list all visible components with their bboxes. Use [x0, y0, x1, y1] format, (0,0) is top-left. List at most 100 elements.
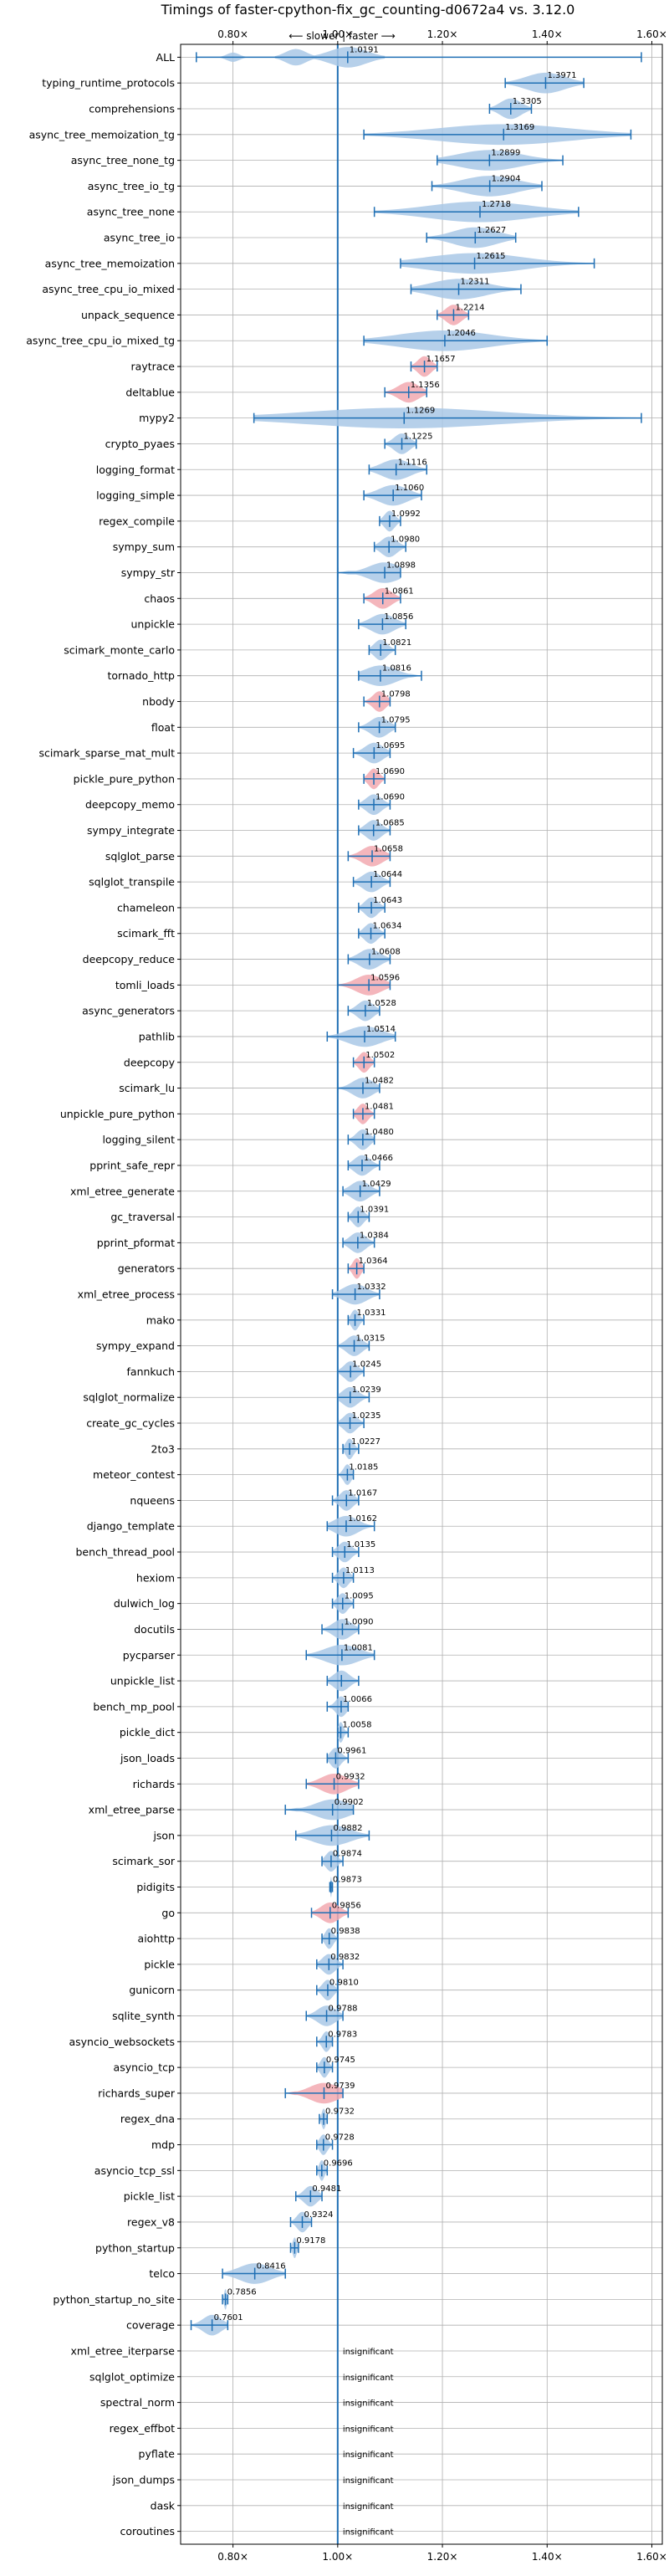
x-tick-label-bottom: 1.20×	[427, 2551, 458, 2563]
value-label-dulwich-log: 1.0095	[345, 1592, 374, 1601]
value-label-regex-compile: 1.0992	[391, 510, 421, 519]
value-label-comprehensions: 1.3305	[513, 97, 542, 106]
benchmark-label-deepcopy-memo: deepcopy_memo	[85, 798, 175, 811]
benchmark-label-sympy-sum: sympy_sum	[113, 540, 175, 553]
benchmark-label-regex-dna: regex_dna	[120, 2113, 175, 2125]
value-label-typing-runtime-protocols: 1.3971	[547, 71, 576, 80]
benchmark-label-scimark-sor: scimark_sor	[112, 1855, 175, 1867]
benchmark-label-raytrace: raytrace	[131, 361, 176, 373]
value-label-async-tree-none-tg: 1.2899	[491, 149, 520, 158]
benchmark-label-gc-traversal: gc_traversal	[110, 1211, 175, 1223]
value-label-asyncio-tcp-ssl: 0.9696	[324, 2159, 353, 2168]
value-label-hexiom: 1.0113	[345, 1566, 375, 1575]
benchmark-label-deepcopy: deepcopy	[124, 1056, 176, 1068]
benchmark-label-typing-runtime-protocols: typing_runtime_protocols	[42, 77, 175, 90]
benchmark-label-async-tree-io-tg: async_tree_io_tg	[88, 180, 175, 192]
value-label-python-startup: 0.9178	[296, 2236, 325, 2246]
value-label-all: 1.0191	[350, 45, 379, 54]
value-label-scimark-monte-carlo: 1.0821	[382, 638, 411, 648]
benchmark-label-sqlglot-parse: sqlglot_parse	[105, 850, 175, 863]
value-label-mako: 1.0331	[357, 1308, 386, 1318]
benchmark-label-pickle: pickle	[144, 1958, 175, 1970]
benchmark-label-unpickle: unpickle	[130, 618, 175, 631]
insignificant-label-json-dumps: insignificant	[343, 2476, 394, 2486]
x-tick-label-top: 1.60×	[636, 28, 667, 40]
benchmark-label-async-tree-memoization: async_tree_memoization	[45, 257, 175, 269]
benchmark-label-go: go	[161, 1907, 175, 1919]
insignificant-label-pyflate: insignificant	[343, 2451, 394, 2460]
value-label-regex-dna: 0.9732	[325, 2107, 355, 2117]
value-label-pickle: 0.9832	[330, 1953, 360, 1962]
value-label-nbody: 1.0798	[381, 690, 411, 699]
insignificant-label-dask: insignificant	[343, 2502, 394, 2512]
benchmark-label-sqlite-synth: sqlite_synth	[112, 2010, 175, 2022]
value-label-sqlglot-parse: 1.0658	[374, 844, 403, 853]
axis-layer: 0.80× 0.80× 1.00× 1.00× 1.20× 1.20× 1.40× 1.40×…	[26, 28, 667, 2563]
benchmark-label-crypto-pyaes: crypto_pyaes	[105, 438, 175, 450]
grid-layer	[181, 44, 662, 2544]
value-label-2to3: 1.0227	[351, 1437, 380, 1447]
x-tick-label-bottom: 1.00×	[322, 2551, 353, 2563]
value-label-deltablue: 1.1356	[411, 381, 440, 390]
insignificant-label-sqlglot-optimize: insignificant	[343, 2374, 394, 2383]
benchmark-label-sympy-str: sympy_str	[121, 566, 176, 579]
value-label-pidigits: 0.9873	[333, 1875, 362, 1884]
benchmark-label-scimark-fft: scimark_fft	[117, 927, 175, 940]
value-label-scimark-sparse-mat-mult: 1.0695	[375, 741, 405, 750]
benchmark-label-chameleon: chameleon	[117, 901, 175, 914]
benchmark-label-pprint-pformat: pprint_pformat	[97, 1237, 175, 1249]
benchmark-label-coroutines: coroutines	[120, 2525, 175, 2538]
x-tick-label-bottom: 0.80×	[217, 2551, 248, 2563]
benchmark-label-fannkuch: fannkuch	[127, 1365, 175, 1378]
value-label-go: 0.9856	[332, 1901, 361, 1910]
plot-frame	[180, 44, 663, 2545]
value-label-asyncio-tcp: 0.9745	[326, 2056, 355, 2065]
benchmark-label-spectral-norm: spectral_norm	[100, 2396, 175, 2409]
benchmark-label-sqlglot-transpile: sqlglot_transpile	[89, 876, 175, 889]
benchmark-label-nqueens: nqueens	[130, 1494, 175, 1507]
benchmark-label-tornado-http: tornado_http	[107, 669, 175, 682]
label-layer: 1.0191 1.3971 1.3305 1.3169 1.2899 1.2904 1.27…	[214, 45, 577, 2537]
benchmark-label-async-tree-cpu-io-mixed-tg: async_tree_cpu_io_mixed_tg	[26, 335, 175, 347]
benchmark-label-nbody: nbody	[142, 695, 175, 708]
value-label-json: 0.9882	[333, 1824, 362, 1833]
chart-title: Timings of faster-cpython-fix_gc_countin…	[161, 2, 575, 18]
benchmark-label-xml-etree-iterparse: xml_etree_iterparse	[70, 2344, 175, 2357]
value-label-unpickle: 1.0856	[384, 612, 413, 622]
value-label-async-tree-io-tg: 1.2904	[492, 174, 521, 183]
benchmark-label-async-tree-cpu-io-mixed: async_tree_cpu_io_mixed	[42, 283, 175, 295]
benchmark-label-gunicorn: gunicorn	[129, 1984, 175, 1996]
value-label-logging-format: 1.1116	[398, 458, 427, 467]
value-label-tornado-http: 1.0816	[382, 664, 411, 673]
value-label-mypy2: 1.1269	[406, 407, 435, 416]
value-label-deepcopy-memo: 1.0690	[375, 793, 405, 802]
benchmark-label-dask: dask	[151, 2499, 176, 2512]
value-label-json-loads: 0.9961	[337, 1746, 366, 1755]
benchmark-label-mako: mako	[146, 1314, 175, 1326]
value-label-pprint-safe-repr: 1.0466	[364, 1154, 393, 1163]
benchmark-label-asyncio-tcp: asyncio_tcp	[114, 2061, 176, 2074]
value-label-pycparser: 1.0081	[344, 1643, 373, 1652]
benchmark-label-async-tree-memoization-tg: async_tree_memoization_tg	[29, 128, 175, 141]
value-label-asyncio-websockets: 0.9783	[328, 2030, 357, 2039]
value-label-fannkuch: 1.0245	[352, 1360, 381, 1369]
benchmark-label-float: float	[151, 721, 175, 734]
benchmark-label-sympy-expand: sympy_expand	[96, 1339, 175, 1352]
value-label-async-tree-memoization-tg: 1.3169	[505, 123, 534, 132]
value-label-async-tree-none: 1.2718	[482, 200, 511, 209]
value-label-generators: 1.0364	[359, 1257, 388, 1266]
benchmark-label-sympy-integrate: sympy_integrate	[87, 824, 175, 837]
value-label-sympy-sum: 1.0980	[391, 535, 420, 545]
benchmark-label-bench-mp-pool: bench_mp_pool	[93, 1700, 175, 1713]
value-label-chameleon: 1.0643	[373, 896, 402, 905]
value-label-pickle-list: 0.9481	[312, 2184, 341, 2194]
value-label-mdp: 0.9728	[325, 2133, 355, 2143]
value-label-unpack-sequence: 1.2214	[455, 303, 484, 312]
benchmark-label-unpack-sequence: unpack_sequence	[81, 309, 175, 321]
benchmark-label-logging-simple: logging_simple	[96, 489, 175, 502]
benchmark-label-asyncio-websockets: asyncio_websockets	[69, 2036, 175, 2048]
value-label-xml-etree-process: 1.0332	[357, 1283, 386, 1292]
benchmark-label-sqlglot-normalize: sqlglot_normalize	[83, 1391, 175, 1404]
value-label-sympy-expand: 1.0315	[356, 1334, 386, 1344]
benchmark-label-regex-compile: regex_compile	[99, 515, 175, 527]
